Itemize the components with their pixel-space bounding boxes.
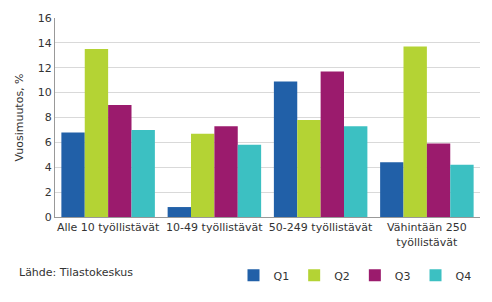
svg-text:Lähde: Tilastokeskus: Lähde: Tilastokeskus <box>19 266 133 279</box>
svg-text:8: 8 <box>45 111 52 124</box>
svg-text:10: 10 <box>38 86 52 99</box>
svg-text:Q4: Q4 <box>456 270 472 283</box>
svg-text:10-49 työllistävät: 10-49 työllistävät <box>166 221 263 234</box>
svg-text:16: 16 <box>38 12 52 25</box>
svg-text:12: 12 <box>38 62 52 75</box>
svg-text:Vähintään 250työllistävät: Vähintään 250työllistävät <box>387 221 467 248</box>
svg-text:4: 4 <box>45 161 52 174</box>
svg-text:14: 14 <box>38 37 52 50</box>
svg-text:2: 2 <box>45 186 52 199</box>
svg-text:Vuosimuutos, %: Vuosimuutos, % <box>13 73 26 161</box>
svg-text:Q2: Q2 <box>334 270 350 283</box>
svg-text:0: 0 <box>45 211 52 224</box>
svg-text:Alle 10 työllistävät: Alle 10 työllistävät <box>57 221 160 234</box>
svg-text:50-249 työllistävät: 50-249 työllistävät <box>269 221 373 234</box>
svg-text:6: 6 <box>45 136 52 149</box>
svg-text:Q1: Q1 <box>274 270 290 283</box>
svg-text:Q3: Q3 <box>395 270 411 283</box>
